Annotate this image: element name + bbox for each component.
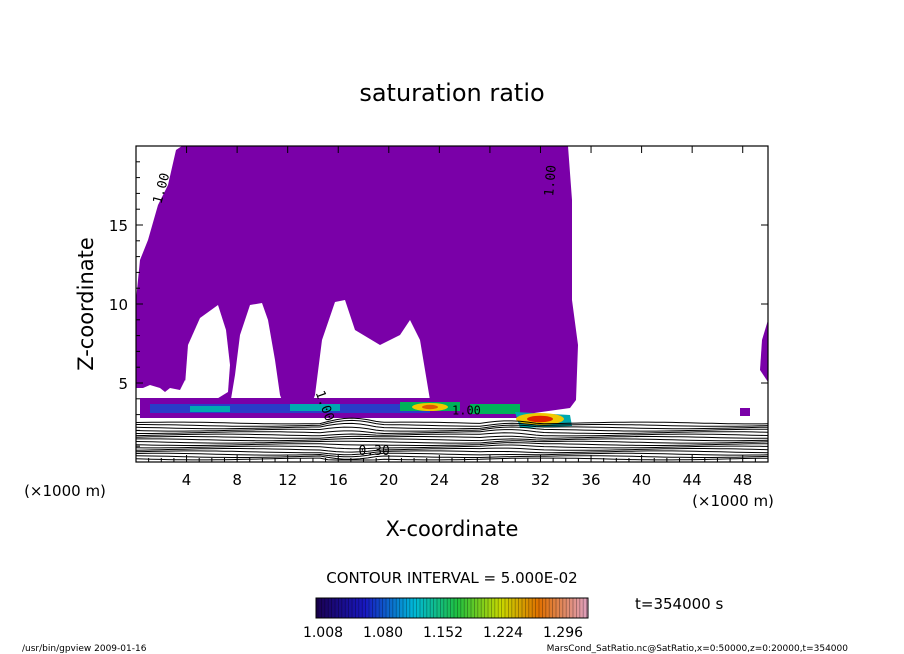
contour-line xyxy=(135,447,769,453)
x-tick-label: 20 xyxy=(379,471,398,489)
x-tick-label: 44 xyxy=(683,471,702,489)
x-tick-label: 4 xyxy=(182,471,192,489)
colorbar-tick: 1.152 xyxy=(423,625,463,641)
colorbar-gradient xyxy=(315,597,589,619)
upper-white-hole-mid xyxy=(318,330,424,405)
contour-label: 1.00 xyxy=(542,164,560,197)
y-tick-label: 15 xyxy=(109,217,128,235)
x-tick-label: 32 xyxy=(531,471,550,489)
contour-line xyxy=(135,440,769,444)
contour-line xyxy=(136,437,769,442)
x-unit-right: (×1000 m) xyxy=(692,492,774,510)
contour-label: 1.00 xyxy=(452,404,481,418)
x-unit-left: (×1000 m) xyxy=(24,482,106,500)
contour-line xyxy=(135,417,769,425)
x-tick-label: 36 xyxy=(581,471,600,489)
contour-line xyxy=(135,426,768,432)
colorbar-tick: 1.296 xyxy=(543,625,583,641)
plot-area: 1.00 1.00 1.00 1.00 0.30 4 8 12 16 20 24 28 32 3… xyxy=(109,145,769,489)
footer-right: MarsCond_SatRatio.nc@SatRatio,x=0:50000,… xyxy=(547,644,849,654)
x-tick-label: 24 xyxy=(430,471,449,489)
y-tick-label: 10 xyxy=(109,296,128,314)
contour-line xyxy=(135,442,768,446)
saturated-region xyxy=(136,146,578,418)
colorbar-tick: 1.224 xyxy=(483,625,523,641)
contour-line xyxy=(135,432,769,437)
y-tick-label: 5 xyxy=(118,375,128,393)
footer-left: /usr/bin/gpview 2009-01-16 xyxy=(22,644,147,654)
contour-line xyxy=(135,450,769,456)
contour-line xyxy=(135,452,769,458)
contour-line xyxy=(136,419,769,427)
x-axis-label: X-coordinate xyxy=(386,517,519,541)
x-tick-label: 40 xyxy=(632,471,651,489)
colorbar-tick: 1.008 xyxy=(303,625,343,641)
x-tick-label: 8 xyxy=(232,471,242,489)
upper-white-hole-left xyxy=(185,305,230,400)
x-tick-label: 16 xyxy=(329,471,348,489)
x-tick-label: 48 xyxy=(733,471,752,489)
contour-line xyxy=(135,444,769,450)
contour-label: 0.30 xyxy=(359,444,390,459)
x-tick-label: 28 xyxy=(480,471,499,489)
low-level-contours xyxy=(135,417,769,461)
contour-line xyxy=(136,429,769,435)
contour-line xyxy=(135,435,768,439)
right-edge-region xyxy=(760,320,768,382)
colorbar-tick: 1.080 xyxy=(363,625,403,641)
y-axis-label: Z-coordinate xyxy=(74,237,98,371)
x-tick-label: 12 xyxy=(278,471,297,489)
contour-interval: CONTOUR INTERVAL = 5.000E-02 xyxy=(326,569,577,587)
chart-title: saturation ratio xyxy=(359,79,544,107)
contour-line xyxy=(135,455,769,460)
colorbar: 1.008 1.080 1.152 1.224 1.296 xyxy=(303,597,589,641)
contour-line xyxy=(135,422,769,430)
time-stamp: t=354000 s xyxy=(635,595,723,613)
